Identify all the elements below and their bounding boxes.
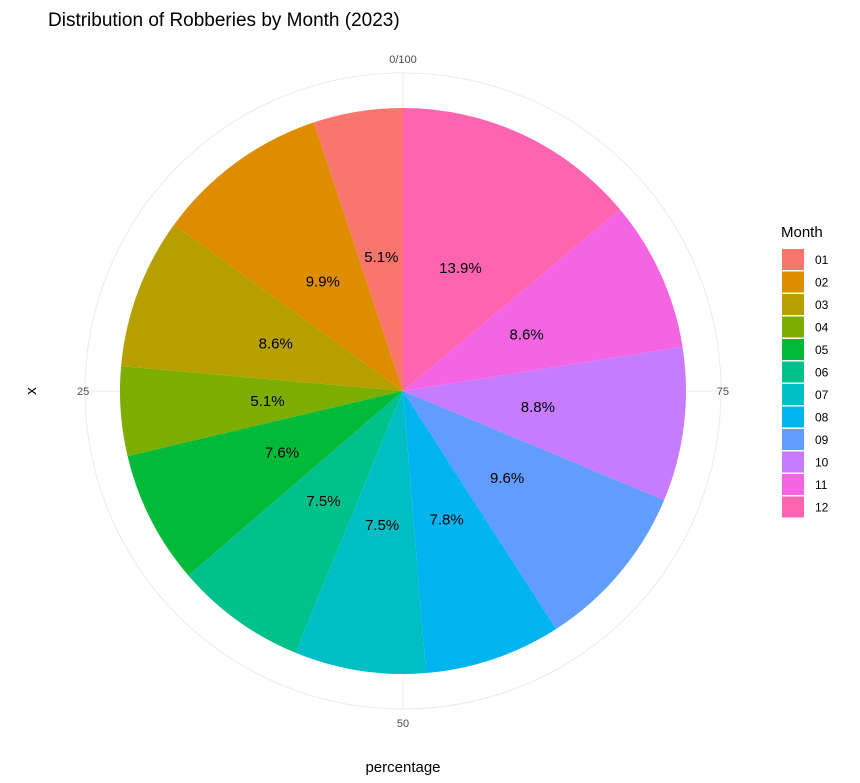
- legend: Month 01 02 03 04 05 06 07 08 09 10 11 12: [781, 224, 829, 518]
- legend-key-07: [782, 384, 804, 405]
- tick-label-0: 0/100: [389, 54, 417, 66]
- chart-title: Distribution of Robberies by Month (2023…: [48, 10, 400, 31]
- tick-label-50: 50: [397, 718, 409, 730]
- pie-slice-06: [188, 391, 403, 653]
- legend-key-04: [782, 316, 804, 338]
- legend-key-08: [782, 406, 804, 428]
- pie-slice-04: [120, 366, 403, 457]
- legend-key-02: [782, 271, 804, 293]
- legend-key-03: [782, 294, 804, 315]
- pie-slice-01: [313, 108, 403, 391]
- legend-key-09: [782, 429, 804, 450]
- pie-slices: [120, 108, 687, 674]
- slice-label-05: 7.6%: [265, 445, 299, 462]
- pie-slice-11: [403, 209, 683, 391]
- pie-slice-03: [121, 224, 404, 391]
- legend-key-11: [782, 474, 804, 495]
- legend-label-06: 06: [815, 366, 829, 380]
- slice-label-08: 7.8%: [429, 512, 463, 529]
- slice-label-01: 5.1%: [364, 249, 398, 266]
- x-axis-title: percentage: [365, 759, 440, 776]
- legend-key-05: [782, 339, 804, 360]
- slice-label-09: 9.6%: [490, 470, 524, 487]
- legend-label-11: 11: [815, 478, 828, 492]
- legend-key-06: [782, 361, 804, 383]
- legend-label-03: 03: [815, 298, 829, 312]
- legend-label-02: 02: [815, 276, 829, 290]
- angular-ticks: 0/100 25 50 75: [77, 54, 729, 730]
- pie-slice-08: [403, 391, 557, 674]
- y-axis-title: x: [23, 387, 40, 395]
- pie-slice-05: [127, 391, 403, 576]
- slice-labels: 5.1% 9.9% 8.6% 5.1% 7.6% 7.5% 7.5% 7.8% 9.6% 8.8%…: [250, 249, 555, 534]
- slice-label-03: 8.6%: [259, 335, 293, 352]
- pie-slice-09: [403, 391, 665, 629]
- legend-key-10: [782, 451, 804, 473]
- legend-title: Month: [781, 224, 823, 241]
- legend-label-12: 12: [815, 501, 829, 515]
- tick-label-75: 75: [717, 386, 729, 398]
- slice-label-02: 9.9%: [306, 273, 340, 290]
- legend-label-07: 07: [815, 388, 829, 402]
- slice-label-10: 8.8%: [521, 399, 555, 416]
- slice-label-07: 7.5%: [365, 517, 399, 534]
- pie-slice-10: [403, 346, 687, 501]
- legend-label-04: 04: [815, 321, 829, 335]
- slice-label-12: 13.9%: [439, 260, 482, 277]
- legend-label-08: 08: [815, 411, 829, 425]
- legend-key-12: [782, 496, 804, 518]
- pie-slice-12: [403, 108, 620, 391]
- pie-slice-02: [174, 122, 403, 391]
- slice-label-11: 8.6%: [510, 327, 544, 344]
- pie-slice-07: [295, 391, 427, 674]
- legend-label-05: 05: [815, 343, 829, 357]
- tick-label-25: 25: [77, 386, 89, 398]
- legend-label-10: 10: [815, 456, 829, 470]
- legend-key-01: [782, 249, 804, 270]
- legend-label-01: 01: [815, 253, 829, 267]
- slice-label-04: 5.1%: [250, 393, 284, 410]
- legend-label-09: 09: [815, 433, 829, 447]
- slice-label-06: 7.5%: [306, 493, 340, 510]
